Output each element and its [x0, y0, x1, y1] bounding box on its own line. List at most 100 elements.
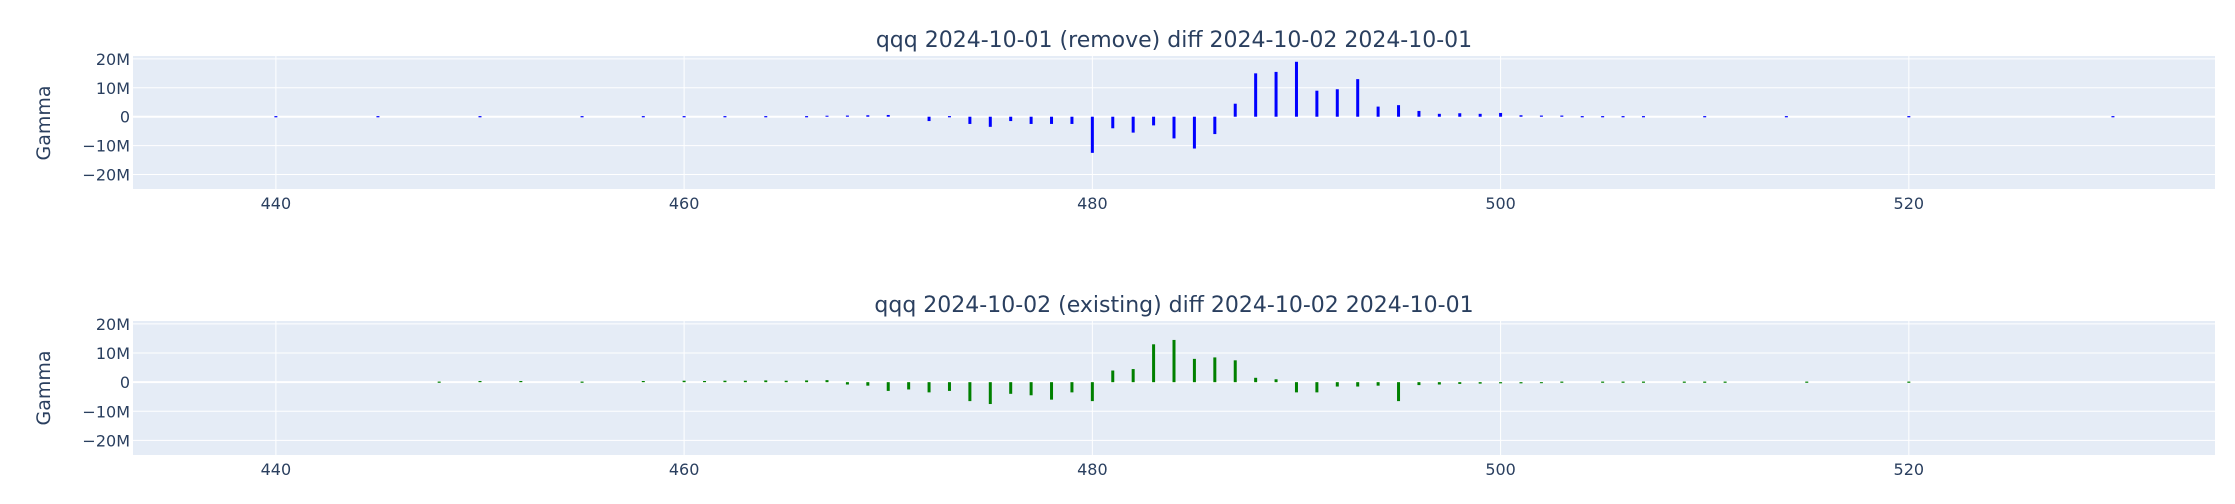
- bar: [1560, 381, 1564, 383]
- bar: [845, 115, 849, 117]
- bar: [927, 116, 931, 122]
- y-tick-label: 0: [120, 373, 130, 392]
- bar: [1907, 116, 1911, 118]
- bar: [1090, 116, 1094, 153]
- bar: [1621, 381, 1625, 383]
- bar: [1090, 382, 1094, 402]
- y-tick-label: −20M: [82, 166, 130, 185]
- bar: [682, 380, 686, 383]
- bar: [1703, 116, 1707, 118]
- bar: [1111, 370, 1115, 383]
- bar: [1907, 381, 1911, 383]
- bar: [927, 382, 931, 393]
- bar: [1397, 105, 1401, 117]
- y-tick-label: 10M: [96, 344, 130, 363]
- bar: [1641, 381, 1645, 383]
- bar: [866, 115, 870, 117]
- y-tick-label: 20M: [96, 50, 130, 69]
- y-tick-label: 0: [120, 108, 130, 127]
- bar: [1723, 381, 1727, 383]
- bar: [988, 382, 992, 405]
- bar: [866, 382, 870, 386]
- bar: [1499, 112, 1503, 117]
- bar: [1805, 381, 1809, 383]
- x-tick-label: 500: [1485, 194, 1516, 213]
- bar: [1213, 116, 1217, 135]
- bar: [1478, 113, 1482, 117]
- bar: [886, 382, 890, 391]
- bar: [1070, 382, 1074, 393]
- bar: [886, 114, 890, 117]
- bar: [1356, 79, 1360, 117]
- bar: [1029, 116, 1033, 124]
- bar: [1009, 116, 1013, 122]
- bar: [1478, 382, 1482, 384]
- bar: [764, 116, 768, 118]
- bar: [2111, 116, 2115, 118]
- bar: [1376, 382, 1380, 386]
- bar: [437, 381, 441, 383]
- bar: [1499, 382, 1503, 384]
- bar: [641, 381, 645, 383]
- bar: [1172, 339, 1176, 383]
- bar: [1315, 382, 1319, 393]
- bar: [580, 381, 584, 383]
- bar: [1437, 382, 1441, 385]
- bar: [1213, 357, 1217, 383]
- bar: [825, 115, 829, 117]
- y-tick-label: 10M: [96, 79, 130, 98]
- bar: [376, 116, 380, 118]
- x-tick-label: 480: [1077, 460, 1108, 479]
- bar: [1233, 103, 1237, 117]
- bar: [1274, 71, 1278, 117]
- bar: [1458, 113, 1462, 117]
- bar: [1519, 115, 1523, 117]
- y-tick-label: −10M: [82, 137, 130, 156]
- y-axis-label: Gamma: [33, 350, 55, 425]
- bar: [968, 382, 972, 402]
- chart-bottom: qqq 2024-10-02 (existing) diff 2024-10-0…: [33, 293, 2215, 479]
- bar: [1335, 382, 1339, 387]
- bar: [947, 116, 951, 118]
- bar: [1519, 382, 1523, 384]
- x-tick-label: 440: [261, 460, 292, 479]
- bar: [1784, 116, 1788, 118]
- bar: [478, 116, 482, 118]
- bar: [1458, 382, 1462, 384]
- bar: [641, 116, 645, 118]
- bar: [1050, 382, 1054, 400]
- bar: [682, 116, 686, 118]
- x-tick-label: 520: [1894, 194, 1925, 213]
- bar: [1539, 382, 1543, 384]
- bar: [1070, 116, 1074, 124]
- x-tick-label: 520: [1894, 460, 1925, 479]
- bar: [784, 380, 788, 383]
- bar: [1397, 382, 1401, 402]
- bar: [764, 380, 768, 383]
- bar: [1601, 116, 1605, 118]
- bar: [988, 116, 992, 127]
- bar: [1335, 89, 1339, 117]
- bar: [1621, 116, 1625, 118]
- bar: [1131, 116, 1135, 133]
- y-tick-label: −20M: [82, 431, 130, 450]
- y-axis-label: Gamma: [33, 85, 55, 160]
- chart-title: qqq 2024-10-01 (remove) diff 2024-10-02 …: [876, 28, 1472, 53]
- bar: [1601, 381, 1605, 383]
- bar: [743, 380, 747, 383]
- bar: [1539, 115, 1543, 117]
- bar: [1192, 116, 1196, 149]
- x-tick-label: 500: [1485, 460, 1516, 479]
- y-tick-label: −10M: [82, 402, 130, 421]
- x-tick-label: 460: [669, 460, 700, 479]
- bar: [1315, 90, 1319, 117]
- bar: [805, 380, 809, 383]
- chart-title: qqq 2024-10-02 (existing) diff 2024-10-0…: [874, 293, 1473, 318]
- x-tick-label: 460: [669, 194, 700, 213]
- bar: [1376, 106, 1380, 117]
- bar: [1192, 358, 1196, 383]
- bar: [1437, 113, 1441, 117]
- bar: [1152, 116, 1156, 126]
- bar: [723, 116, 727, 118]
- bar: [1131, 369, 1135, 383]
